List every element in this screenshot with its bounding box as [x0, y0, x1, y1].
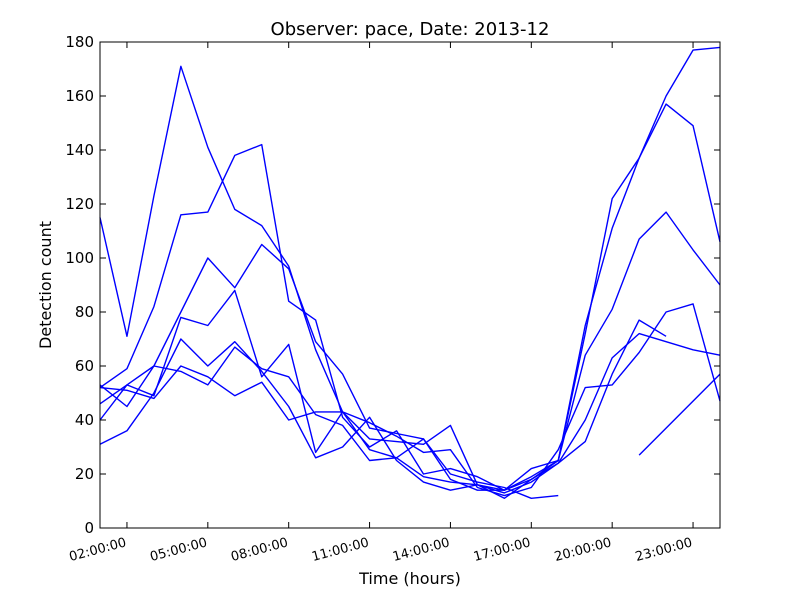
y-tick-label: 80	[75, 303, 94, 321]
series-line-2	[99, 103, 721, 491]
series-line-5	[99, 332, 721, 494]
series-line-3	[99, 211, 721, 491]
y-tick-label: 120	[65, 195, 94, 213]
y-tick-label: 60	[75, 357, 94, 375]
plot-frame	[99, 41, 721, 529]
series-layer	[99, 46, 721, 499]
y-tick-label: 180	[65, 33, 94, 51]
y-tick-label: 160	[65, 87, 94, 105]
series-line-6	[99, 365, 559, 499]
series-line-1	[99, 46, 721, 491]
series-line-4	[99, 289, 721, 497]
y-tick-label: 20	[75, 465, 94, 483]
y-tick-label: 100	[65, 249, 94, 267]
y-axis-label: Detection count	[36, 221, 55, 349]
y-tick-label: 0	[84, 519, 94, 537]
y-axis: 0 20 40 60 80 100 120 140 160 180	[65, 33, 720, 537]
y-tick-label: 40	[75, 411, 94, 429]
x-axis-label: Time (hours)	[358, 569, 461, 588]
series-line-7	[99, 319, 667, 499]
chart-title: Observer: pace, Date: 2013-12	[271, 19, 550, 40]
series-line-8	[638, 373, 721, 456]
y-tick-label: 140	[65, 141, 94, 159]
